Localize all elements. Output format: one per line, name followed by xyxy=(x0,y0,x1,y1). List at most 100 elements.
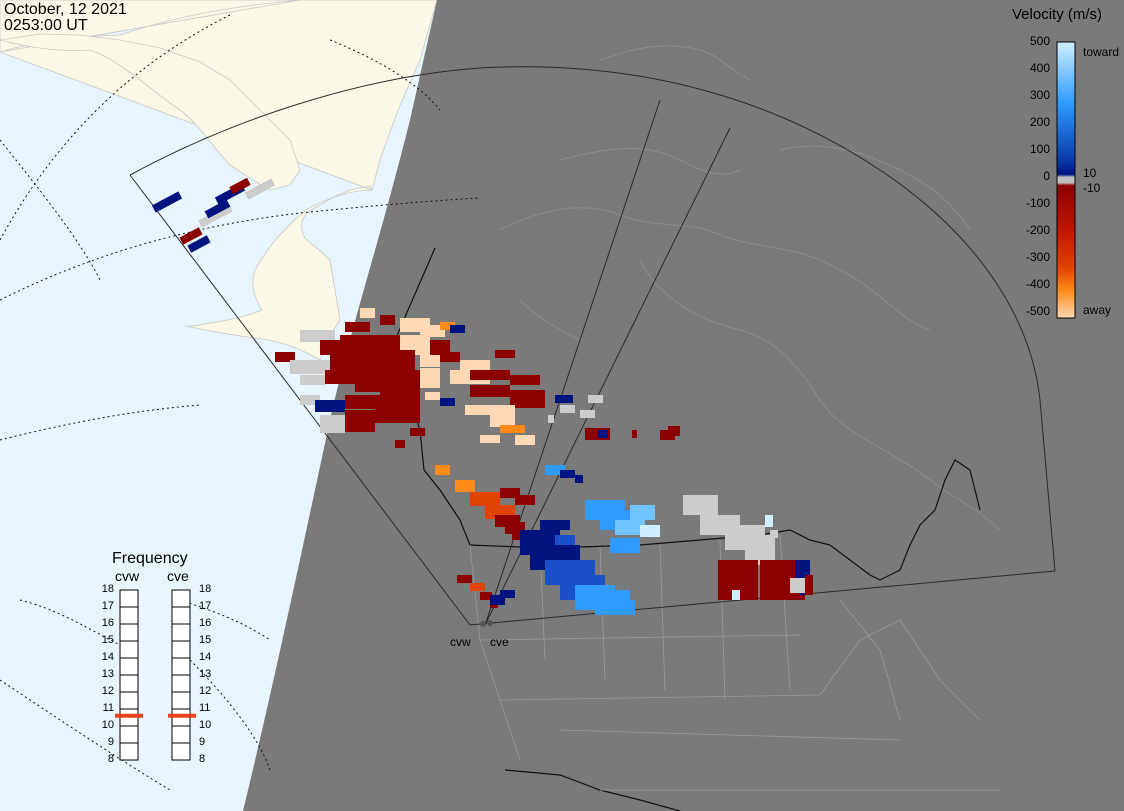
velocity-cell xyxy=(805,575,813,595)
colorbar-tick-label: -400 xyxy=(1025,277,1050,291)
velocity-cell xyxy=(290,360,330,374)
frequency-tick-label: 8 xyxy=(107,753,114,765)
velocity-cell xyxy=(683,495,718,515)
velocity-cell xyxy=(325,370,355,384)
velocity-colorbar xyxy=(1057,42,1075,318)
velocity-cell xyxy=(580,410,595,418)
frequency-tick-label: 16 xyxy=(199,617,212,629)
colorbar-tick-label: 500 xyxy=(1029,34,1050,48)
colorbar-tick-label: 0 xyxy=(1043,169,1050,183)
frequency-ticks xyxy=(120,589,190,761)
velocity-cell xyxy=(198,204,233,228)
velocity-cell xyxy=(450,325,465,333)
velocity-cell xyxy=(540,520,570,530)
velocity-cell xyxy=(457,575,472,583)
velocity-cell xyxy=(420,325,445,337)
velocity-cell xyxy=(395,370,420,390)
alaska-landmass xyxy=(0,0,438,361)
velocity-cell xyxy=(330,355,375,373)
site-label-cve: cve xyxy=(490,635,509,649)
velocity-cell xyxy=(732,590,740,600)
velocity-cell xyxy=(345,410,375,432)
frequency-tick-label: 9 xyxy=(107,736,114,748)
velocity-cell xyxy=(630,505,655,520)
velocity-cell xyxy=(345,395,380,409)
colorbar-tick-label: 10 xyxy=(1083,166,1097,180)
velocity-cell xyxy=(548,415,554,423)
velocity-cell xyxy=(187,235,211,253)
velocity-cell xyxy=(179,227,203,245)
velocity-cell xyxy=(440,398,455,406)
cvw-site-marker xyxy=(480,621,486,627)
velocity-cell xyxy=(515,435,535,445)
velocity-echoes xyxy=(151,177,813,615)
velocity-cell xyxy=(300,395,320,405)
plot-date: October, 12 2021 xyxy=(4,1,127,18)
night-region xyxy=(243,0,1124,811)
velocity-cell xyxy=(275,352,295,362)
velocity-cell xyxy=(555,535,575,545)
frequency-tick-label: 12 xyxy=(199,685,212,697)
colorbar-tick-label: -100 xyxy=(1025,196,1050,210)
frequency-tick-label: 15 xyxy=(101,634,114,646)
colorbar-tick-label: 400 xyxy=(1029,61,1050,75)
velocity-cell xyxy=(355,372,395,392)
velocity-cell xyxy=(660,430,675,440)
frequency-tick-label: 18 xyxy=(199,583,212,595)
frequency-tick-label: 14 xyxy=(101,651,114,663)
velocity-cell xyxy=(425,392,440,400)
velocity-cell xyxy=(545,465,565,475)
colorbar-tick-label: 200 xyxy=(1029,115,1050,129)
velocity-cell xyxy=(395,440,405,448)
velocity-cell xyxy=(204,199,231,219)
velocity-cell xyxy=(430,340,450,355)
velocity-cell xyxy=(640,525,660,537)
velocity-cell xyxy=(151,191,183,213)
velocity-cell xyxy=(500,488,520,498)
frequency-tick-label: 10 xyxy=(199,719,212,731)
velocity-cell xyxy=(560,405,575,413)
velocity-cell xyxy=(300,330,335,342)
state-borders xyxy=(469,534,1000,791)
velocity-cell xyxy=(440,352,460,362)
colorbar-tick-label: -200 xyxy=(1025,223,1050,237)
frequency-tick-label: 18 xyxy=(101,583,114,595)
colorbar-tick-label: -10 xyxy=(1083,181,1101,195)
frequency-tick-label: 12 xyxy=(101,685,114,697)
velocity-cell xyxy=(510,390,545,408)
velocity-cell xyxy=(555,395,573,403)
colorbar-tick-label: -300 xyxy=(1025,250,1050,264)
velocity-cell xyxy=(668,426,680,436)
frequency-tick-label: 16 xyxy=(101,617,114,629)
velocity-cell xyxy=(765,515,773,527)
velocity-cell xyxy=(790,578,805,593)
velocity-cell xyxy=(380,390,420,410)
coastlines xyxy=(499,45,1001,531)
frequency-tick-label: 14 xyxy=(199,651,212,663)
frequency-title: Frequency xyxy=(112,550,188,567)
velocity-cell xyxy=(598,430,608,438)
velocity-cell xyxy=(470,583,485,591)
colorbar-tick-label: 300 xyxy=(1029,88,1050,102)
cvw-frequency-label: cvw xyxy=(115,568,140,584)
velocity-cell xyxy=(229,177,251,195)
velocity-cell xyxy=(300,375,325,385)
velocity-cell xyxy=(480,435,500,443)
frequency-tick-label: 10 xyxy=(101,719,114,731)
velocity-cell xyxy=(470,385,510,397)
velocity-cell xyxy=(440,322,455,330)
frequency-tick-label: 17 xyxy=(101,600,114,612)
colorbar-tick-label: -500 xyxy=(1025,304,1050,318)
away-label: away xyxy=(1083,303,1112,317)
velocity-cell xyxy=(500,425,525,433)
frequency-tick-label: 13 xyxy=(101,668,114,680)
legend-title: Velocity (m/s) xyxy=(1012,6,1103,23)
velocity-cell xyxy=(588,395,603,403)
velocity-cell xyxy=(420,355,440,367)
velocity-cell xyxy=(460,360,490,370)
velocity-cell xyxy=(470,370,510,380)
alaska-north-coast xyxy=(0,33,301,191)
cve-frequency-label: cve xyxy=(167,568,189,584)
velocity-cell xyxy=(410,428,425,436)
